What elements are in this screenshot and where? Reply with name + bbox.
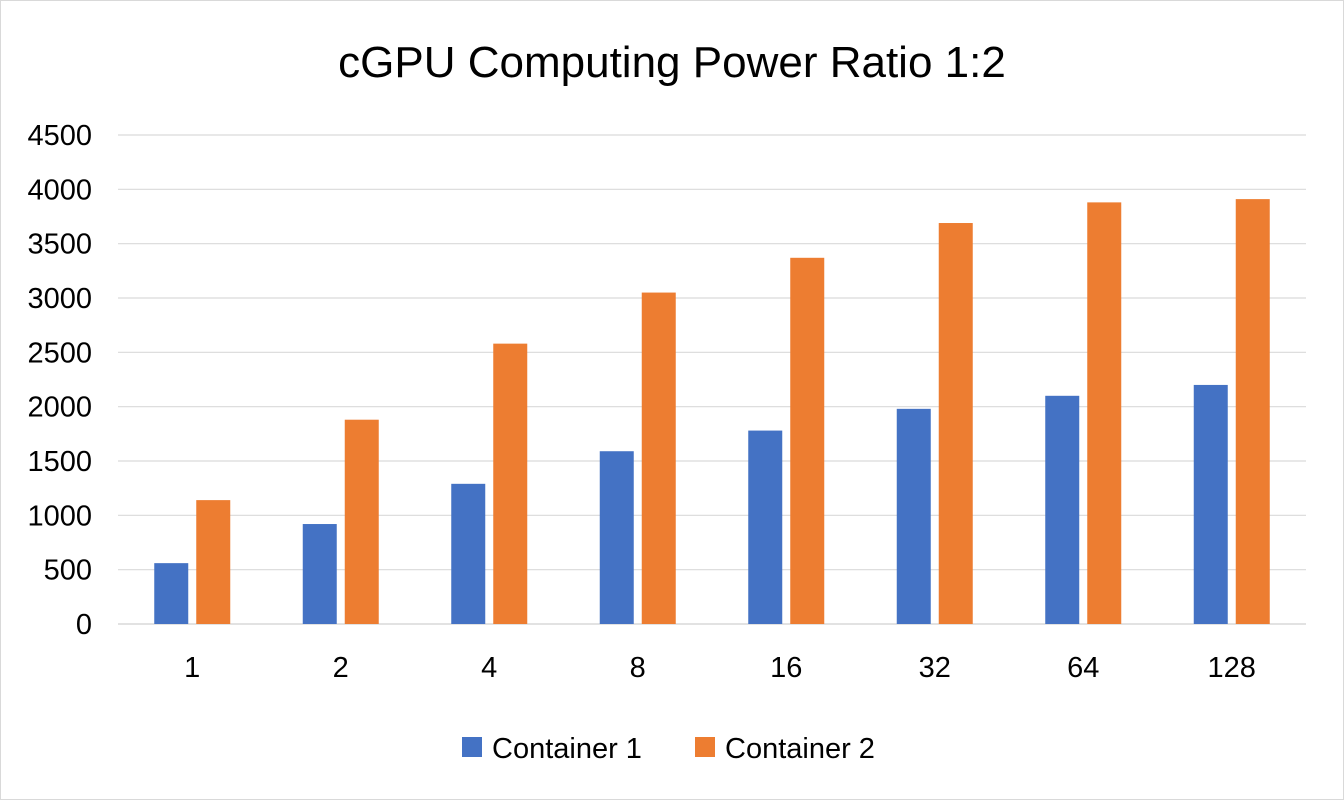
x-tick-label: 16 [770,652,802,684]
bar-container-1-16 [748,430,783,624]
legend: Container 1 Container 2 [462,733,875,765]
y-tick-label: 1500 [27,446,92,478]
bar-container-2-32 [938,223,973,624]
bar-container-1-8 [599,451,634,624]
x-tick-label: 64 [1067,652,1099,684]
y-tick-label: 1000 [27,500,92,532]
chart-title: cGPU Computing Power Ratio 1:2 [338,38,1006,87]
bar-container-1-2 [302,524,337,624]
bar-container-1-4 [451,483,486,624]
legend-label: Container 1 [492,733,642,765]
x-tick-label: 1 [184,652,200,684]
bars [154,199,1270,624]
y-tick-label: 2000 [27,392,92,424]
x-tick-label: 128 [1208,652,1256,684]
bar-container-2-64 [1087,202,1122,624]
y-tick-label: 3000 [27,283,92,315]
bar-container-2-1 [196,500,231,624]
y-tick-label: 2500 [27,337,92,369]
y-tick-label: 4000 [27,174,92,206]
y-tick-label: 4500 [27,120,92,152]
bar-container-2-128 [1235,199,1270,624]
y-tick-label: 500 [44,555,92,587]
gridlines [118,134,1306,625]
legend-swatch [462,737,482,757]
x-tick-label: 2 [333,652,349,684]
bar-container-1-1 [154,563,189,624]
legend-label: Container 2 [725,733,875,765]
x-tick-label: 8 [630,652,646,684]
bar-container-2-8 [641,292,676,624]
bar-container-2-2 [344,419,379,624]
x-tick-label: 4 [481,652,497,684]
legend-swatch [695,737,715,757]
y-axis-tick-labels: 0 500 1000 1500 2000 2500 3000 3500 4000 4500 [27,120,92,641]
y-tick-label: 0 [76,609,92,641]
bar-container-2-4 [493,343,528,624]
x-tick-label: 32 [919,652,951,684]
bar-container-1-64 [1045,395,1080,624]
bar-container-2-16 [790,257,825,624]
y-tick-label: 3500 [27,229,92,261]
bar-container-1-128 [1193,384,1228,624]
bar-container-1-32 [896,408,931,624]
x-axis-tick-labels: 1 2 4 8 16 32 64 128 [184,652,1256,684]
